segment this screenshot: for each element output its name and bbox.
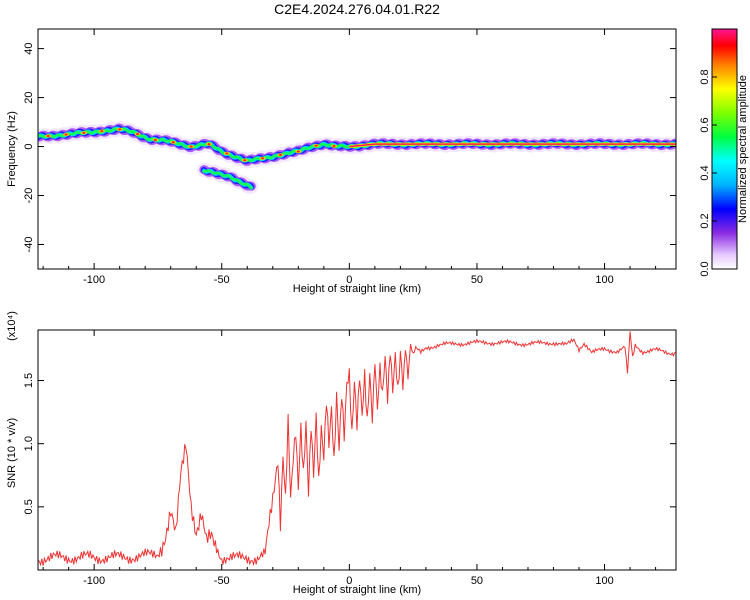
spectrogram-ytick-label: 40 [23,42,35,54]
figure-title: C2E4.2024.276.04.01.R22 [274,1,440,17]
snr-panel: -100 -50 0 50 100 0.5 1.0 1.5 Height of straigh… [6,311,677,596]
spectrogram-ridge-1-layer [202,169,253,190]
spectrogram-hotspot-core [296,150,300,153]
colorbar: 0.0 0.2 0.4 0.6 0.8 Normalized spectral ampl… [699,28,749,277]
spectrogram-ytick-label: -40 [23,237,35,253]
spectrogram-ylabel: Frequency (Hz) [6,111,18,187]
spectrogram-hotspot-core [314,144,318,147]
colorbar-tick-label: 0.6 [699,117,711,132]
colorbar-label: Normalized spectral amplitude [737,75,749,223]
spectrogram-ytick-label: 20 [23,91,35,103]
spectrogram-hotspot-core [207,143,211,146]
spectrogram-marks [38,121,676,194]
spectrogram-hotspot-core [278,153,282,156]
spectrogram-hotspot-core [225,152,229,155]
snr-ytick-label: 1.0 [23,436,35,451]
spectrogram-hotspot-core [153,138,157,141]
spectrogram-hotspot-core [243,159,247,162]
colorbar-tick-label: 0.8 [699,69,711,84]
snr-xtick-label: 100 [595,575,613,587]
spectrogram-hotspot-core [64,133,68,136]
spectrogram-ticks: -100 -50 0 50 100 -40 -20 0 20 40 [23,29,676,286]
spectrogram-xtick-label: 50 [471,274,483,286]
spectrogram-frame [37,28,677,270]
spectrogram-hotspot-core [136,132,140,135]
colorbar-tick-label: 0.0 [699,261,711,276]
snr-xtick-label: 0 [346,575,352,587]
spectrogram-hotspot-core [332,145,336,148]
spectrogram-core-red [349,143,676,148]
spectrogram-xtick-label: 100 [595,274,613,286]
spectrogram-xtick-label: -50 [214,274,230,286]
spectrogram-hotspot-core [46,134,50,137]
colorbar-tick-label: 0.2 [699,213,711,228]
snr-multiplier-label: (x10⁴) [6,311,18,341]
spectrogram-xlabel: Height of straight line (km) [293,283,421,295]
snr-ytick-label: 0.5 [23,499,35,514]
snr-ticks: -100 -50 0 50 100 0.5 1.0 1.5 [23,330,676,587]
colorbar-ticks: 0.0 0.2 0.4 0.6 0.8 [699,69,717,277]
snr-ytick-label: 1.5 [23,373,35,388]
spectrogram-hotspot-core [100,130,104,133]
spectrogram-panel: -100 -50 0 50 100 -40 -20 0 20 40 Height of strai… [6,28,677,295]
snr-xtick-label: -100 [83,575,105,587]
snr-xtick-label: -50 [214,575,230,587]
colorbar-gradient [711,28,738,270]
snr-ylabel: SNR (10 * v/v) [6,418,18,488]
spectrogram-hotspot-core [171,141,175,144]
snr-series-line [38,331,676,567]
snr-frame [37,329,677,571]
snr-xtick-label: 50 [471,575,483,587]
spectrogram-ytick-label: 0 [23,143,35,149]
spectrogram-ytick-label: -20 [23,188,35,204]
snr-xlabel: Height of straight line (km) [293,584,421,596]
spectrogram-hotspot-core [261,157,265,160]
spectrogram-xtick-label: -100 [83,274,105,286]
colorbar-tick-label: 0.4 [699,165,711,180]
spectrogram-hotspot-core [118,128,122,131]
spectrogram-hotspot-core [189,145,193,148]
spectrogram-hotspot-core [82,131,86,134]
spectrogram-xtick-label: 0 [346,274,352,286]
